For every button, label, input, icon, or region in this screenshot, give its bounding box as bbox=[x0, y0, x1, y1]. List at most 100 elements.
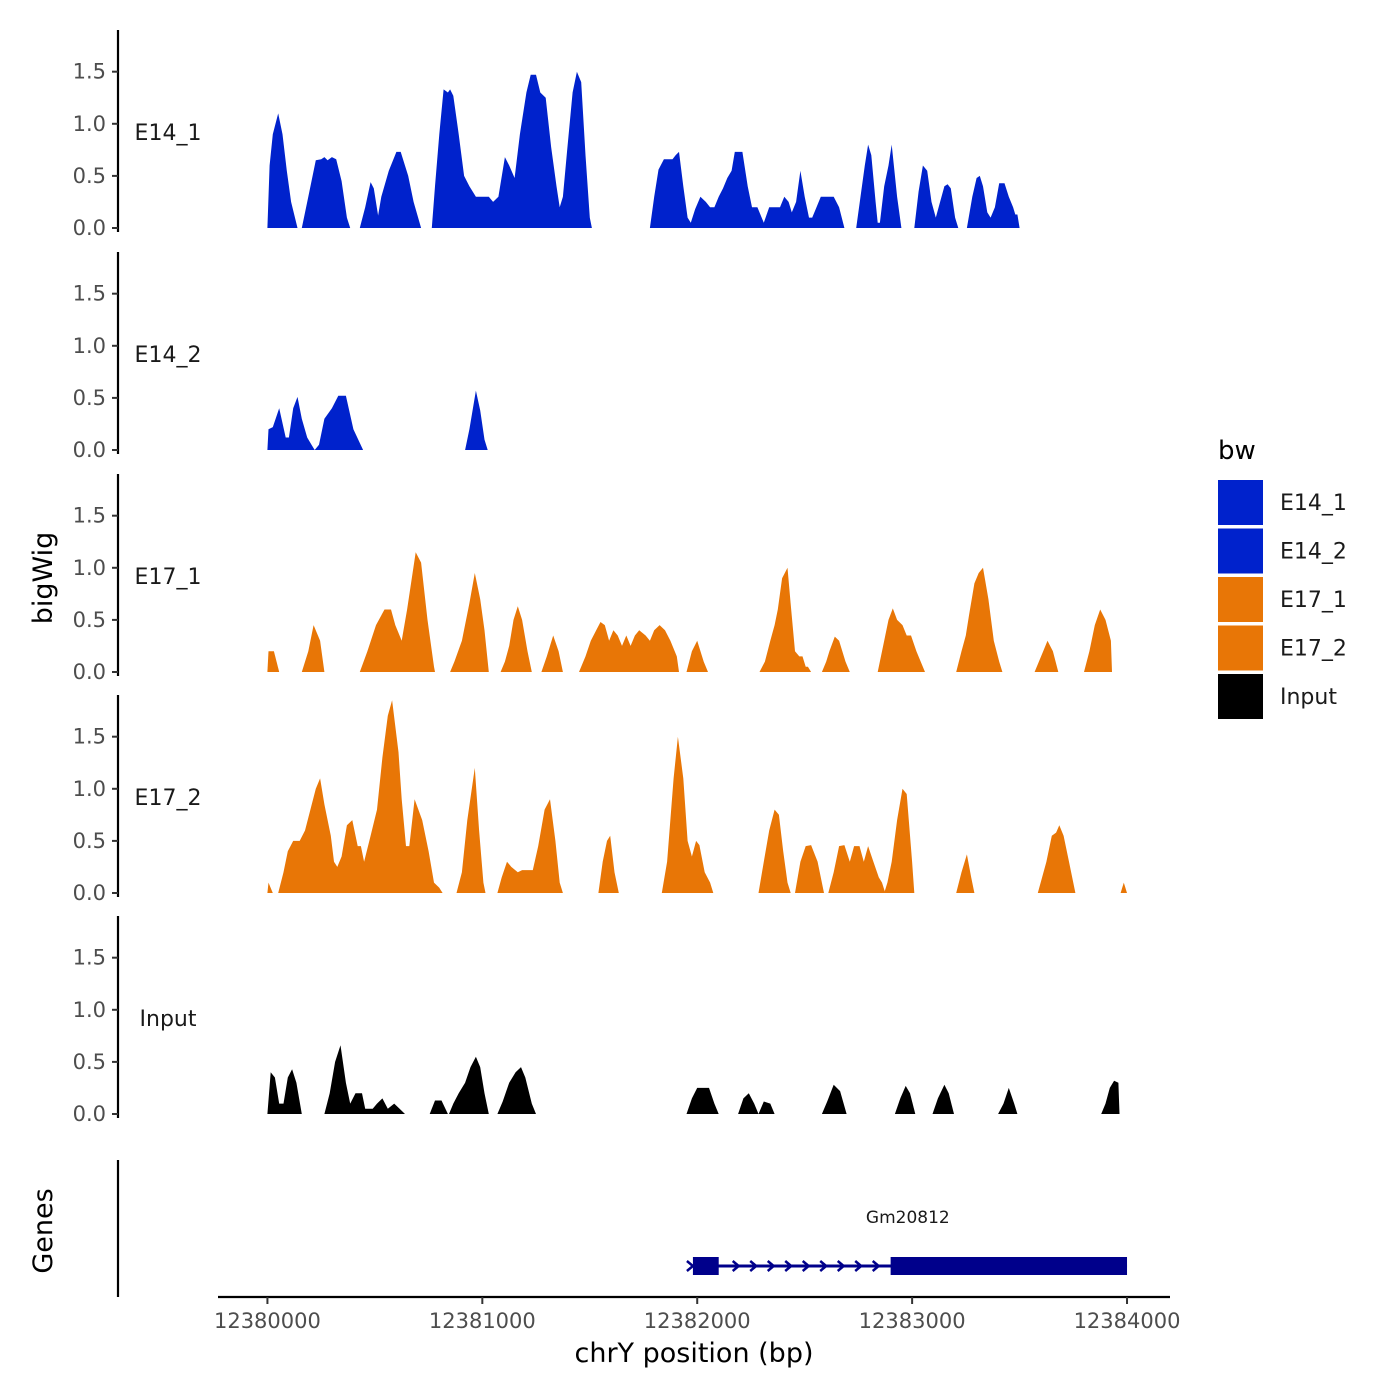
signal-area-input-12 bbox=[1101, 1080, 1120, 1114]
signal-area-input-6 bbox=[738, 1093, 759, 1114]
signal-area-e17-2-8 bbox=[828, 845, 886, 893]
y-tick-label: 1.0 bbox=[73, 556, 106, 580]
strand-arrow-icon bbox=[819, 1260, 829, 1272]
legend-label: E17_2 bbox=[1280, 637, 1347, 662]
signal-area-e17-1-1 bbox=[301, 625, 325, 672]
y-tick-label: 1.5 bbox=[73, 725, 106, 749]
signal-area-e17-1-3 bbox=[450, 573, 489, 672]
y-tick-label: 0.5 bbox=[73, 608, 106, 632]
signal-area-input-1 bbox=[324, 1045, 405, 1114]
signal-area-e17-2-10 bbox=[956, 854, 975, 893]
track-label: Input bbox=[140, 1007, 197, 1032]
signal-area-e17-1-2 bbox=[359, 552, 435, 672]
signal-area-e14-1-4 bbox=[856, 144, 902, 228]
legend-item-e17-2: E17_2 bbox=[1218, 625, 1347, 671]
gene-exon bbox=[890, 1257, 1128, 1275]
track-input: 0.0 0.5 1.0 1.5 Input bbox=[73, 916, 1120, 1126]
signal-area-e17-2-2 bbox=[456, 767, 486, 893]
signal-area-e17-2-6 bbox=[758, 809, 791, 893]
signal-area-e14-1-5 bbox=[914, 165, 959, 228]
signal-area-e17-1-10 bbox=[877, 608, 925, 672]
legend-label: E14_2 bbox=[1280, 540, 1347, 565]
track-e14-1: 0.0 0.5 1.0 1.5 E14_1 bbox=[73, 30, 1020, 240]
signal-area-input-3 bbox=[449, 1056, 489, 1114]
signal-area-e17-1-9 bbox=[821, 636, 850, 672]
signal-area-input-5 bbox=[686, 1087, 719, 1114]
x-tick-label: 12383000 bbox=[859, 1309, 966, 1333]
signal-area-e17-1-0 bbox=[267, 651, 280, 672]
gene-name-label: Gm20812 bbox=[866, 1208, 950, 1228]
signal-area-input-10 bbox=[932, 1084, 954, 1114]
strand-arrow-icon bbox=[871, 1260, 881, 1272]
legend-label: E17_1 bbox=[1280, 588, 1347, 613]
signal-area-e14-1-3 bbox=[649, 151, 845, 228]
x-axis-title: chrY position (bp) bbox=[574, 1338, 813, 1369]
legend-item-input: Input bbox=[1218, 674, 1337, 719]
signal-area-e14-1-0 bbox=[267, 113, 351, 228]
y-tick-label: 0.0 bbox=[73, 660, 106, 684]
y-tick-label: 1.0 bbox=[73, 998, 106, 1022]
track-e14-2: 0.0 0.5 1.0 1.5 E14_2 bbox=[73, 252, 488, 462]
gene-exon bbox=[692, 1257, 719, 1275]
legend: bw E14_1 E14_2 E17_1 E17_2 Input bbox=[1218, 436, 1347, 719]
signal-area-input-7 bbox=[758, 1101, 775, 1114]
legend-item-e14-2: E14_2 bbox=[1218, 528, 1347, 574]
y-tick-label: 0.0 bbox=[73, 216, 106, 240]
track-label: E17_2 bbox=[135, 786, 202, 811]
signal-area-e17-2-7 bbox=[795, 845, 824, 893]
x-axis: 12380000 12381000 12382000 12383000 12384000 bbox=[214, 1295, 1180, 1333]
signal-area-e14-1-6 bbox=[966, 175, 1020, 228]
signal-area-e17-2-12 bbox=[1120, 882, 1127, 893]
y-tick-label: 0.0 bbox=[73, 881, 106, 905]
legend-item-e14-1: E14_1 bbox=[1218, 480, 1347, 525]
strand-arrow-icon bbox=[686, 1260, 695, 1272]
signal-area-e14-2-1 bbox=[465, 390, 488, 450]
signal-area-input-2 bbox=[429, 1100, 448, 1114]
signal-area-input-0 bbox=[267, 1069, 302, 1114]
y-tick-label: 0.5 bbox=[73, 386, 106, 410]
signal-area-e17-2-1 bbox=[278, 700, 443, 893]
signal-area-e17-2-5 bbox=[661, 736, 714, 893]
y-tick-label: 1.5 bbox=[73, 60, 106, 84]
signal-area-e17-2-11 bbox=[1037, 825, 1076, 893]
signal-area-e17-2-9 bbox=[884, 788, 915, 893]
gene-gm20812: Gm20812 bbox=[686, 1208, 1128, 1275]
track-e17-2: 0.0 0.5 1.0 1.5 E17_2 bbox=[73, 695, 1127, 905]
signal-area-e17-1-11 bbox=[956, 567, 1003, 672]
signal-area-e14-2-0 bbox=[267, 395, 364, 450]
x-tick-label: 12381000 bbox=[429, 1309, 536, 1333]
x-tick-label: 12380000 bbox=[214, 1309, 321, 1333]
legend-label: E14_1 bbox=[1280, 491, 1347, 516]
signal-area-e17-1-12 bbox=[1034, 640, 1059, 672]
strand-arrow-icon bbox=[749, 1260, 759, 1272]
signal-area-e17-1-6 bbox=[579, 622, 679, 672]
y-tick-label: 1.5 bbox=[73, 282, 106, 306]
y-tick-label: 0.0 bbox=[73, 1102, 106, 1126]
signal-area-input-4 bbox=[497, 1067, 536, 1114]
signal-area-e14-1-1 bbox=[359, 151, 422, 228]
track-label: E14_2 bbox=[135, 343, 202, 368]
signal-area-e17-1-7 bbox=[686, 640, 708, 672]
x-tick-label: 12382000 bbox=[644, 1309, 751, 1333]
y-tick-label: 0.5 bbox=[73, 164, 106, 188]
legend-swatch bbox=[1218, 577, 1263, 622]
signal-area-input-9 bbox=[894, 1085, 916, 1114]
legend-swatch bbox=[1218, 625, 1263, 671]
y-tick-label: 1.5 bbox=[73, 504, 106, 528]
track-label: E17_1 bbox=[135, 565, 202, 590]
signal-area-e17-2-4 bbox=[598, 835, 619, 893]
legend-title: bw bbox=[1218, 436, 1256, 466]
legend-item-e17-1: E17_1 bbox=[1218, 577, 1347, 622]
strand-arrow-icon bbox=[784, 1260, 794, 1272]
legend-swatch bbox=[1218, 528, 1263, 574]
signal-area-e17-1-8 bbox=[759, 567, 812, 672]
y-tick-label: 1.0 bbox=[73, 334, 106, 358]
y-tick-label: 1.5 bbox=[73, 946, 106, 970]
y-axis-title: bigWig bbox=[28, 532, 59, 625]
y-tick-label: 1.0 bbox=[73, 777, 106, 801]
y-tick-label: 1.0 bbox=[73, 112, 106, 136]
signal-area-e17-1-13 bbox=[1084, 609, 1112, 672]
signal-area-e14-1-2 bbox=[431, 71, 592, 228]
y-tick-label: 0.5 bbox=[73, 829, 106, 853]
